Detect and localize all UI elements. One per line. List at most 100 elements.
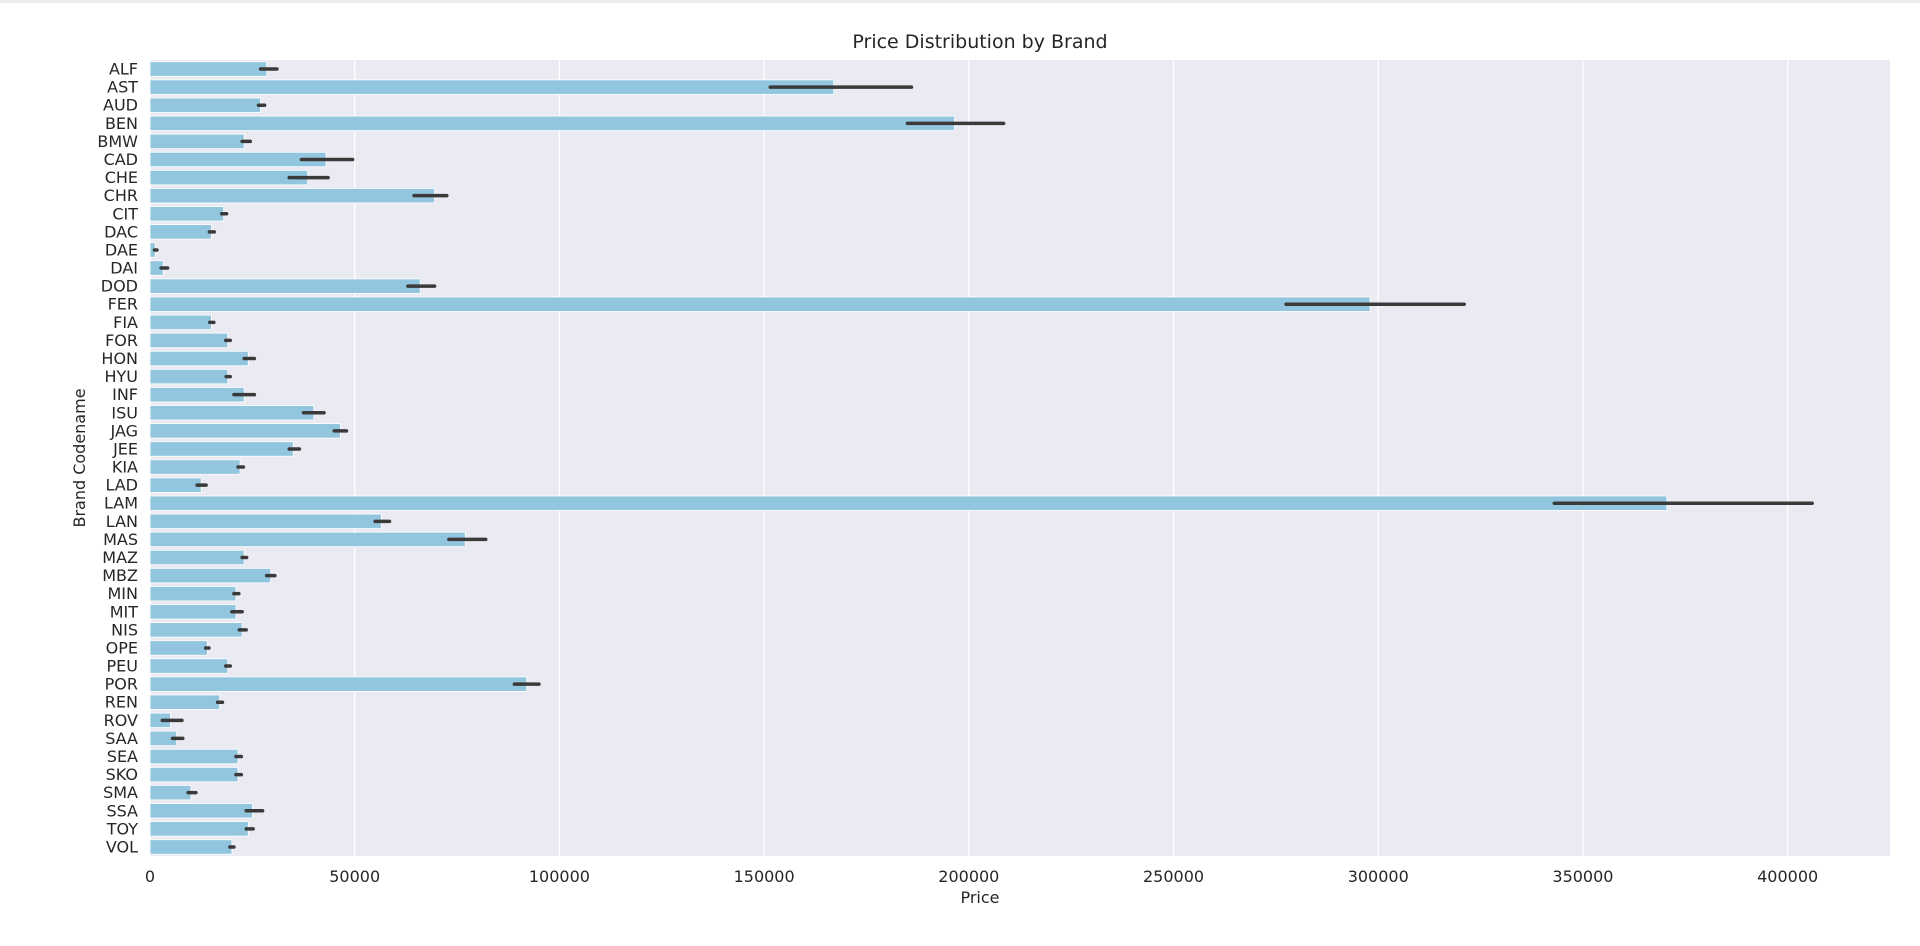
bar-cit	[149, 206, 225, 222]
x-tick-label: 150000	[734, 867, 795, 886]
y-tick-label: CAD	[104, 150, 138, 169]
bar-toy	[149, 821, 249, 837]
bar-ast	[149, 79, 835, 95]
y-tick-label: ISU	[111, 403, 138, 422]
y-tick-label: BMW	[97, 132, 138, 151]
top-bar	[0, 0, 1920, 3]
y-tick-label: VOL	[106, 837, 138, 856]
plot-area	[150, 60, 1890, 856]
y-tick-label: CHR	[104, 186, 138, 205]
y-tick-label: MBZ	[102, 566, 138, 585]
bar-mbz	[149, 567, 272, 584]
bar-inf	[149, 387, 245, 403]
y-tick-label: CHE	[105, 168, 138, 187]
y-tick-label: JEE	[112, 439, 138, 458]
y-tick-label: SAA	[105, 729, 138, 748]
bar-hon	[149, 350, 249, 367]
bar-for	[149, 332, 229, 349]
bar-peu	[149, 658, 229, 674]
y-tick-label: PEU	[107, 657, 138, 676]
x-tick-label: 400000	[1757, 867, 1818, 886]
bar-nis	[149, 622, 243, 638]
y-tick-label: ALF	[109, 60, 138, 79]
bar-dod	[149, 278, 421, 294]
y-tick-label: SKO	[106, 765, 138, 784]
y-tick-label: JAG	[110, 421, 139, 440]
x-tick-label: 0	[145, 867, 155, 886]
bar-ren	[149, 694, 220, 710]
bar-vol	[149, 839, 233, 855]
bar-isu	[149, 405, 315, 421]
bar-kia	[149, 459, 241, 475]
y-tick-label: FOR	[105, 331, 138, 350]
bar-lam	[149, 495, 1668, 511]
y-tick-label: HON	[101, 349, 138, 368]
bar-dac	[149, 224, 212, 240]
bar-fer	[149, 296, 1371, 312]
x-tick-label: 350000	[1552, 867, 1613, 886]
y-tick-label: MAZ	[102, 548, 138, 567]
y-tick-label: NIS	[111, 620, 138, 639]
bar-sma	[149, 785, 192, 801]
bar-sko	[149, 766, 239, 783]
bar-fia	[149, 314, 212, 330]
y-tick-label: MAS	[103, 530, 138, 549]
error-bars	[152, 67, 1814, 849]
y-tick-labels: ALFASTAUDBENBMWCADCHECHRCITDACDAEDAIDODF…	[97, 60, 138, 857]
bar-alf	[149, 61, 268, 77]
x-tick-labels: 0 50000 100000 150000 200000 250000 300000 3500…	[145, 867, 1818, 886]
y-tick-label: SEA	[107, 747, 138, 766]
y-tick-label: OPE	[106, 638, 138, 657]
bar-cad	[149, 151, 327, 168]
y-tick-label: INF	[112, 385, 138, 404]
y-axis-label: Brand Codename	[70, 388, 89, 527]
y-tick-label: MIN	[108, 584, 139, 603]
bar-sea	[149, 748, 239, 765]
y-tick-label: MIT	[110, 602, 139, 621]
bar-jee	[149, 441, 294, 457]
y-tick-label: CIT	[112, 204, 138, 223]
y-tick-label: DOD	[101, 277, 138, 296]
bar-jag	[149, 423, 341, 439]
bar-aud	[149, 97, 261, 113]
y-tick-label: AST	[107, 78, 138, 97]
bar-maz	[149, 549, 245, 566]
bar-lad	[149, 477, 202, 493]
y-tick-label: TOY	[106, 819, 138, 838]
y-tick-label: AUD	[103, 96, 138, 115]
y-tick-label: LAD	[105, 476, 138, 495]
bar-ben	[149, 115, 955, 131]
bar-lan	[149, 513, 382, 529]
y-tick-label: SMA	[103, 783, 138, 802]
bar-ope	[149, 640, 208, 656]
y-tick-label: KIA	[112, 458, 138, 477]
x-tick-label: 50000	[329, 867, 380, 886]
bar-bmw	[149, 133, 245, 150]
x-tick-label: 100000	[529, 867, 590, 886]
bar-che	[149, 169, 309, 186]
bars	[149, 61, 1668, 855]
y-tick-label: LAN	[106, 512, 138, 531]
x-tick-label: 250000	[1143, 867, 1204, 886]
x-tick-label: 300000	[1348, 867, 1409, 886]
bar-min	[149, 586, 237, 602]
bar-chr	[149, 188, 435, 204]
y-tick-label: BEN	[105, 114, 138, 133]
y-tick-label: DAC	[104, 222, 138, 241]
y-tick-label: DAE	[105, 240, 138, 259]
y-tick-label: REN	[105, 693, 138, 712]
bar-por	[149, 676, 528, 692]
y-tick-label: HYU	[104, 367, 138, 386]
bar-hyu	[149, 368, 229, 385]
bar-mas	[149, 531, 466, 548]
y-tick-label: ROV	[104, 711, 138, 730]
y-tick-label: SSA	[106, 801, 138, 820]
y-tick-label: POR	[105, 675, 138, 694]
x-tick-label: 200000	[938, 867, 999, 886]
bar-ssa	[149, 803, 253, 819]
y-tick-label: FIA	[113, 313, 138, 332]
x-axis-label: Price	[960, 888, 999, 907]
chart-title: Price Distribution by Brand	[852, 31, 1107, 53]
y-tick-label: FER	[108, 295, 138, 314]
